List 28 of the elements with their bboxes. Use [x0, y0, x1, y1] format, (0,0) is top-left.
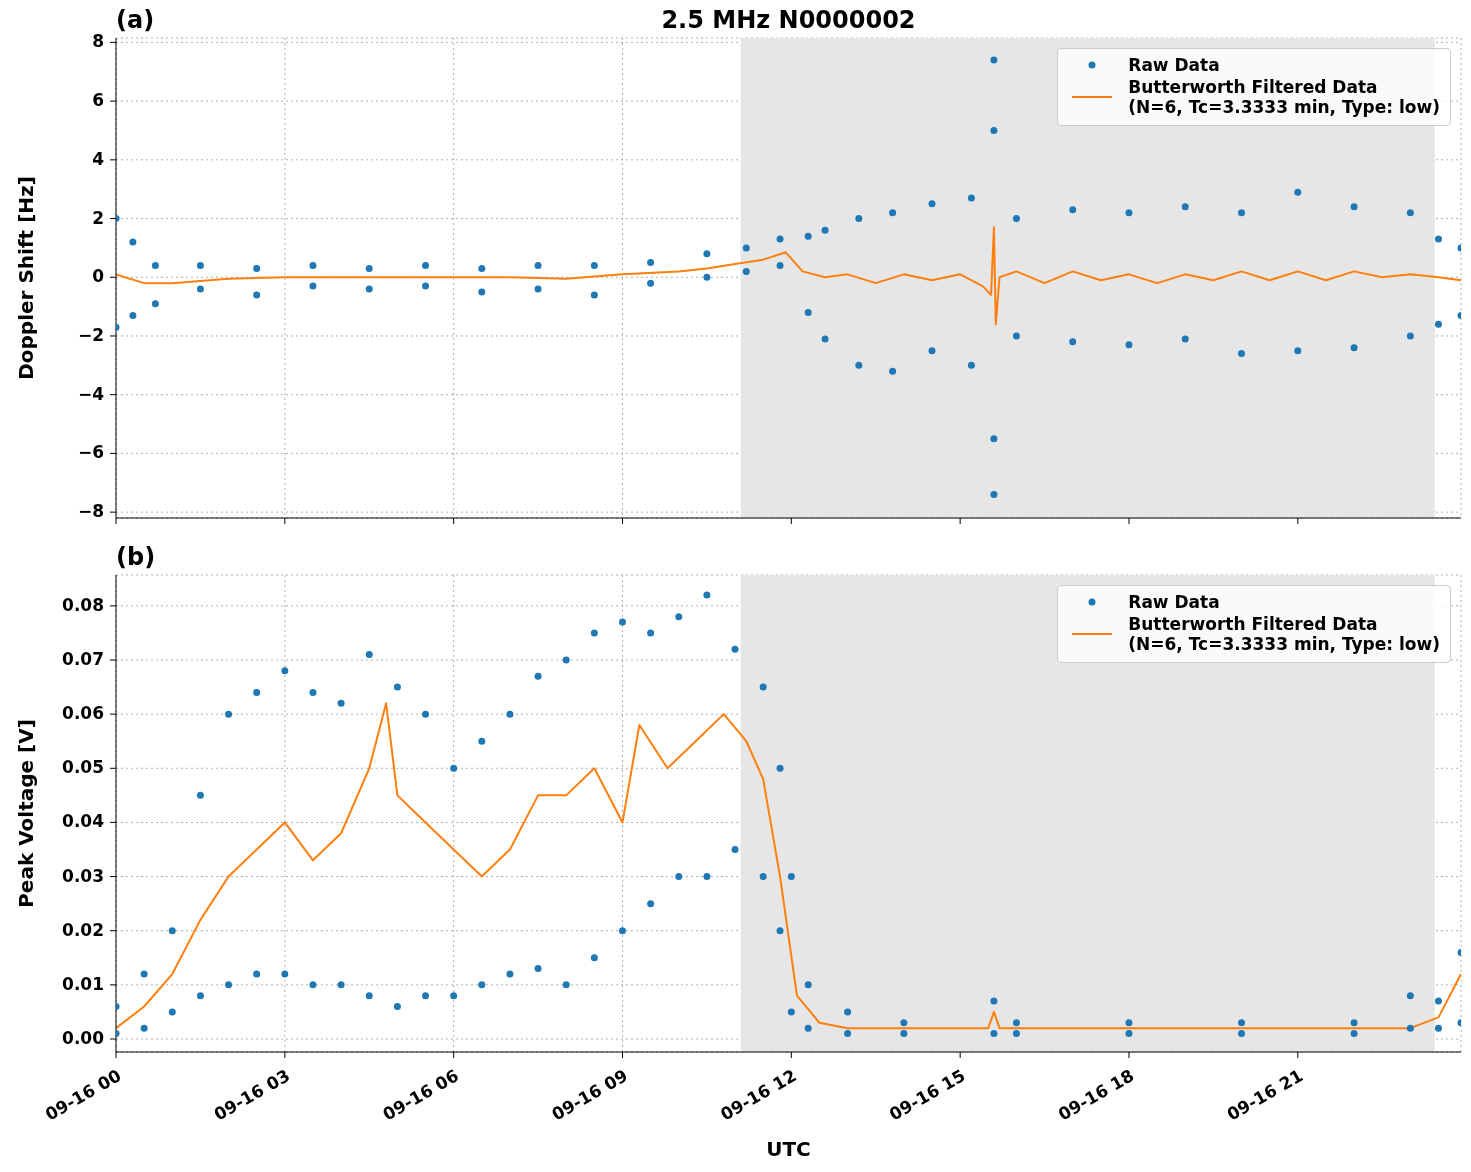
y-tick-label: 0.06 [62, 703, 104, 724]
y-tick-label: 0.07 [62, 649, 104, 669]
legend-label: Raw Data [1128, 55, 1220, 75]
y-tick-label: 2 [92, 207, 104, 228]
legend-label: Butterworth Filtered Data (N=6, Tc=3.3333 min, Type: low) [1128, 614, 1440, 654]
chart-title: 2.5 MHz N0000002 [661, 6, 916, 34]
text: (b) [116, 543, 156, 571]
y-tick-label: 0.02 [62, 919, 104, 940]
y-tick-label: 0.05 [62, 757, 104, 778]
y-tick-label: 8 [92, 31, 104, 52]
y-tick-label: 0.04 [62, 811, 105, 832]
legend-label: Raw Data [1128, 592, 1220, 612]
y-tick-label: 0.00 [62, 1028, 105, 1049]
y-tick-label: −6 [77, 442, 104, 463]
y-tick-label: −4 [77, 383, 105, 404]
y-axis-title: Doppler Shift [Hz] [14, 176, 39, 380]
y-tick-label: −8 [77, 501, 104, 522]
y-tick-label: 0.03 [62, 865, 104, 886]
legend-label: Butterworth Filtered Data (N=6, Tc=3.3333 min, Type: low) [1128, 77, 1440, 117]
y-tick-label: −2 [77, 324, 104, 345]
y-tick-label: 4 [92, 148, 105, 169]
y-axis-title: Peak Voltage [V] [14, 719, 39, 908]
y-tick-label: 0.08 [62, 594, 104, 615]
y-tick-label: 0 [92, 266, 105, 287]
text: (a) [116, 6, 155, 34]
y-tick-label: 6 [92, 90, 104, 111]
y-tick-label: 0.01 [62, 973, 104, 994]
x-axis-title: UTC [766, 1137, 811, 1161]
